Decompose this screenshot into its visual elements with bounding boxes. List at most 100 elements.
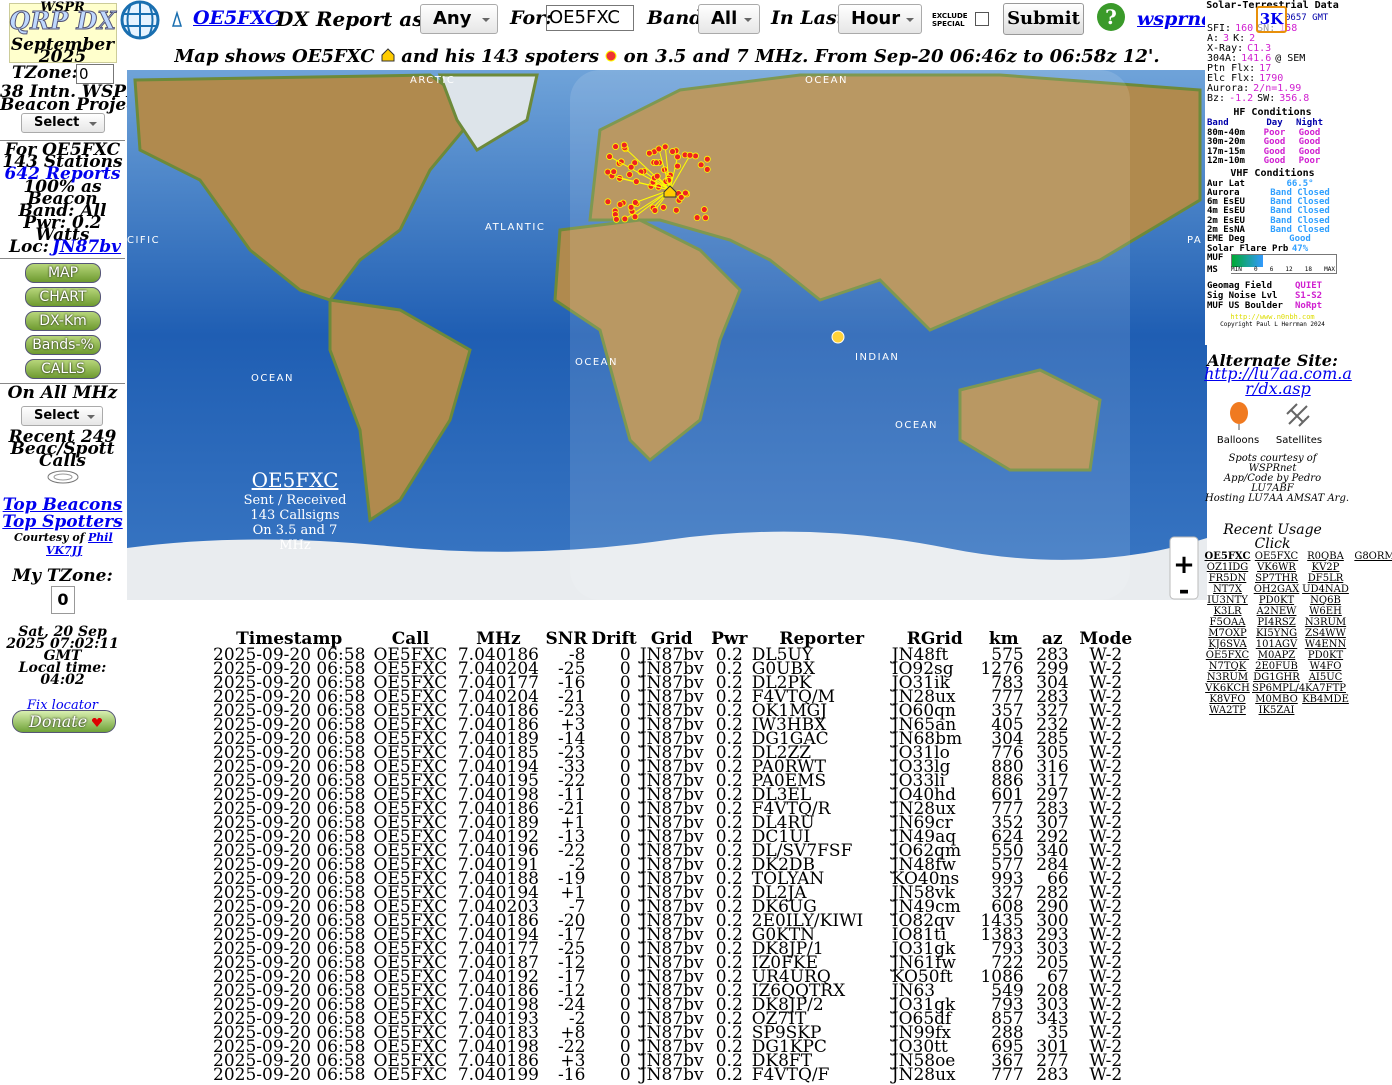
- donate-button[interactable]: Donate: [12, 710, 116, 733]
- spot: [703, 215, 709, 221]
- recent-call[interactable]: IK5ZAI: [1252, 705, 1301, 716]
- vk7jj-link[interactable]: VK7JJ: [46, 544, 82, 557]
- recent-call[interactable]: W4FO: [1301, 661, 1350, 672]
- nav-button[interactable]: Bands-%: [25, 335, 101, 355]
- recent-call[interactable]: DG1GHR: [1252, 672, 1301, 683]
- recent-call[interactable]: A2NEW: [1252, 606, 1301, 617]
- recent-call[interactable]: IU3NTY: [1203, 595, 1252, 606]
- call-link[interactable]: OE5FXC: [193, 7, 280, 29]
- select-beacon[interactable]: Select: [21, 113, 105, 133]
- vhf-title: VHF Conditions: [1205, 169, 1340, 179]
- recent-call[interactable]: FR5DN: [1203, 573, 1252, 584]
- submit-button[interactable]: Submit: [1003, 3, 1084, 35]
- for-input[interactable]: OE5FXC: [546, 5, 634, 31]
- map-label: OCEAN: [575, 357, 618, 368]
- recent-call[interactable]: AI5UC: [1301, 672, 1350, 683]
- phil-link[interactable]: Phil: [88, 531, 113, 544]
- recent-call[interactable]: UD4NAD: [1301, 584, 1350, 595]
- recent-call[interactable]: PD0KT: [1252, 595, 1301, 606]
- recent-call[interactable]: M0MBO: [1252, 694, 1301, 705]
- my-tzone-input[interactable]: 0: [51, 586, 75, 614]
- lower-cell: Geomag Field: [1207, 281, 1295, 291]
- nav-button[interactable]: MAP: [25, 263, 101, 283]
- recent-call[interactable]: OE5FXC: [1203, 650, 1252, 661]
- recent-call[interactable]: OH2GAX: [1252, 584, 1301, 595]
- recent-call[interactable]: W6EH: [1301, 606, 1350, 617]
- tzone-input[interactable]: 0: [76, 64, 114, 84]
- spot: [704, 156, 710, 162]
- report-select[interactable]: Any: [420, 4, 498, 34]
- recent-call[interactable]: N7TQK: [1203, 661, 1252, 672]
- recent-call[interactable]: NQ6B: [1301, 595, 1350, 606]
- recent-call[interactable]: F5OAA: [1203, 617, 1252, 628]
- recent-call[interactable]: WA2TP: [1203, 705, 1252, 716]
- recent-call[interactable]: W4ENN: [1301, 639, 1350, 650]
- recent-call[interactable]: VK6WR: [1252, 562, 1301, 573]
- last-select[interactable]: Hour: [838, 4, 922, 34]
- recent-call[interactable]: SP6MPL/4: [1252, 683, 1301, 694]
- spot: [660, 204, 666, 210]
- map-label: OCEAN: [895, 420, 938, 431]
- solar-copyright: Copyright Paul L Herrman 2024: [1205, 320, 1340, 330]
- spot: [694, 215, 700, 221]
- recent-call[interactable]: 101AGV: [1252, 639, 1301, 650]
- badge-3k[interactable]: 3K: [1256, 6, 1287, 33]
- recent-call[interactable]: KV2P: [1301, 562, 1350, 573]
- spot: [687, 152, 693, 158]
- recent-call[interactable]: PI4RSZ: [1252, 617, 1301, 628]
- recent-call[interactable]: KI5YNG: [1252, 628, 1301, 639]
- zoom-out[interactable]: -: [1179, 576, 1190, 600]
- select-mhz[interactable]: Select: [21, 406, 103, 426]
- scale-label: MIN: [1231, 267, 1242, 273]
- band-select[interactable]: All: [698, 4, 760, 34]
- satellite-icon[interactable]: [1285, 402, 1311, 428]
- top-spotters-link[interactable]: Top Spotters: [0, 514, 125, 530]
- nav-button[interactable]: CALLS: [25, 359, 101, 379]
- spot: [605, 169, 611, 175]
- recent-call[interactable]: R0QBA: [1301, 551, 1350, 562]
- recent-call[interactable]: 2E0FUB: [1252, 661, 1301, 672]
- recent-call[interactable]: OZ1IDG: [1203, 562, 1252, 573]
- spot: [646, 150, 652, 156]
- special-label: SPECIAL: [932, 20, 965, 28]
- donate-label: Donate: [29, 712, 87, 731]
- spot: [656, 146, 662, 152]
- recent-call[interactable]: M0APZ: [1252, 650, 1301, 661]
- balloon-icon[interactable]: [1228, 402, 1250, 430]
- exclude-checkbox[interactable]: [975, 12, 989, 26]
- top-beacons-link[interactable]: Top Beacons: [0, 497, 125, 513]
- recent-call[interactable]: OE5FXC: [1252, 551, 1301, 562]
- alt-url[interactable]: http://lu7aa.com.ar/dx.asp: [1203, 366, 1353, 396]
- nav-button[interactable]: CHART: [25, 287, 101, 307]
- recent-call[interactable]: KA7FTP: [1301, 683, 1350, 694]
- recent-call[interactable]: PD0KT: [1301, 650, 1350, 661]
- recent-call[interactable]: OE5FXC: [1203, 551, 1252, 562]
- recent-call[interactable]: NT7X: [1203, 584, 1252, 595]
- lower-cell: S1-S2: [1295, 291, 1335, 301]
- recent-call[interactable]: ZS4WW: [1301, 628, 1350, 639]
- recent-call[interactable]: KJ6SVA: [1203, 639, 1252, 650]
- recent-call[interactable]: N3RUM: [1203, 672, 1252, 683]
- recent-call[interactable]: KB4MDE: [1301, 694, 1350, 705]
- recent-call[interactable]: K8VFO: [1203, 694, 1252, 705]
- nav-button[interactable]: DX-Km: [25, 311, 101, 331]
- spot: [653, 160, 659, 166]
- recent-call[interactable]: K3LR: [1203, 606, 1252, 617]
- recent-call[interactable]: G8ORM: [1350, 551, 1392, 562]
- solar-text: -1.2: [1229, 93, 1253, 104]
- help-button[interactable]: ?: [1097, 3, 1125, 31]
- recent-call[interactable]: DF5LR: [1301, 573, 1350, 584]
- loc-link[interactable]: JN87bv: [52, 239, 122, 255]
- recent-call[interactable]: M7OXP: [1203, 628, 1252, 639]
- recent-call[interactable]: VK6KCH: [1203, 683, 1252, 694]
- recent-call[interactable]: N3RUM: [1301, 617, 1350, 628]
- recent-call[interactable]: SP7THR: [1252, 573, 1301, 584]
